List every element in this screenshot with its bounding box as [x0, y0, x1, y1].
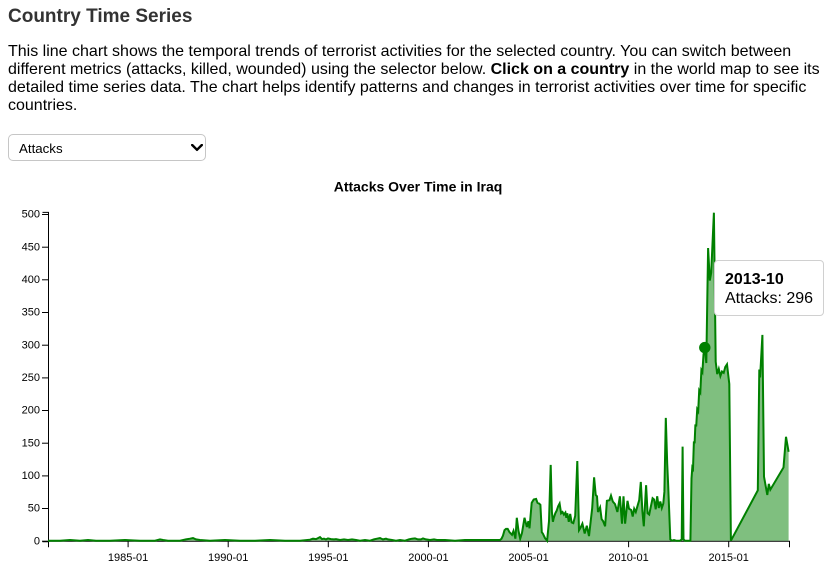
svg-text:100: 100 [22, 470, 40, 482]
svg-text:350: 350 [22, 307, 40, 319]
svg-text:Attacks Over Time in Iraq: Attacks Over Time in Iraq [334, 179, 503, 195]
svg-text:2000-01: 2000-01 [408, 552, 448, 564]
svg-text:1990-01: 1990-01 [208, 552, 248, 564]
svg-text:500: 500 [22, 209, 40, 221]
svg-text:0: 0 [34, 535, 40, 547]
svg-text:1985-01: 1985-01 [108, 552, 148, 564]
svg-text:200: 200 [22, 405, 40, 417]
svg-text:2005-01: 2005-01 [508, 552, 548, 564]
svg-text:150: 150 [22, 437, 40, 449]
svg-text:50: 50 [28, 503, 40, 515]
svg-text:300: 300 [22, 339, 40, 351]
svg-text:400: 400 [22, 274, 40, 286]
svg-text:2010-01: 2010-01 [608, 552, 648, 564]
svg-text:1995-01: 1995-01 [308, 552, 348, 564]
svg-text:2015-01: 2015-01 [709, 552, 749, 564]
svg-text:450: 450 [22, 241, 40, 253]
svg-text:250: 250 [22, 372, 40, 384]
